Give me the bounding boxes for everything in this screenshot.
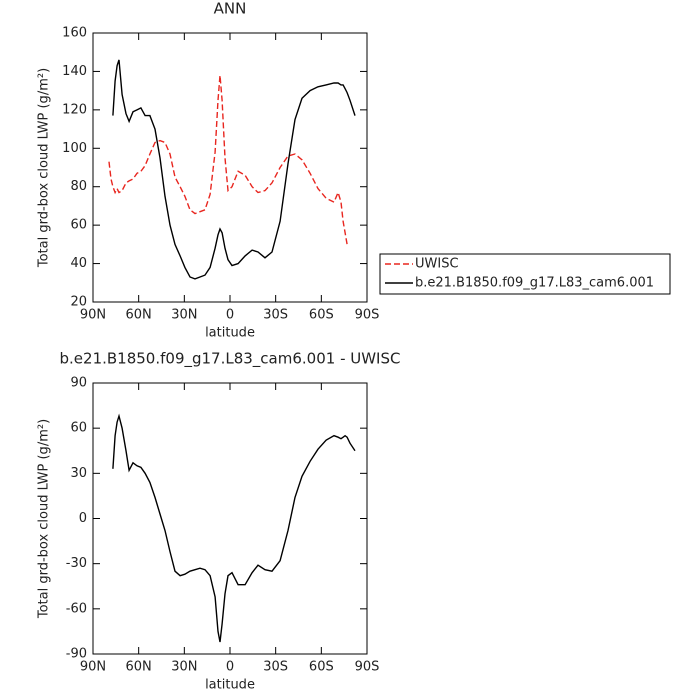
chart-title: ANN [214, 0, 247, 18]
legend-box [379, 253, 671, 295]
x-tick-label: 60S [309, 660, 334, 675]
y-tick-label: 30 [70, 466, 87, 481]
y-tick-label: 160 [62, 26, 87, 41]
data-line [108, 75, 348, 245]
x-tick-label: 90S [355, 660, 380, 675]
chart-title: b.e21.B1850.f09_g17.L83_cam6.001 - UWISC [60, 350, 401, 369]
y-tick-label: -90 [66, 647, 87, 662]
y-tick-label: -60 [66, 601, 87, 616]
x-axis-label: latitude [205, 678, 255, 693]
y-axis-label: Total grd-box cloud LWP (g/m²) [37, 68, 52, 268]
data-line [112, 413, 356, 643]
data-line [112, 59, 356, 280]
y-tick-label: 60 [70, 421, 87, 436]
x-tick-label: 90N [80, 660, 106, 675]
y-axis-label: Total grd-box cloud LWP (g/m²) [37, 419, 52, 619]
x-tick-label: 30N [171, 660, 197, 675]
y-tick-label: 0 [79, 511, 87, 526]
x-tick-label: 30S [263, 660, 288, 675]
x-tick-label: 0 [226, 308, 234, 323]
legend-label: UWISC [415, 257, 459, 272]
x-tick-label: 30N [171, 308, 197, 323]
x-tick-label: 60N [126, 308, 152, 323]
x-tick-label: 90S [355, 308, 380, 323]
x-axis-label: latitude [205, 326, 255, 341]
y-tick-label: 100 [62, 141, 87, 156]
y-tick-label: -30 [66, 556, 87, 571]
y-tick-label: 60 [70, 218, 87, 233]
x-tick-label: 0 [226, 660, 234, 675]
y-tick-label: 20 [70, 295, 87, 310]
plot-frame [92, 382, 368, 655]
y-tick-label: 140 [62, 64, 87, 79]
x-tick-label: 60N [126, 660, 152, 675]
y-tick-label: 40 [70, 256, 87, 271]
x-tick-label: 90N [80, 308, 106, 323]
y-tick-label: 80 [70, 179, 87, 194]
y-tick-label: 120 [62, 102, 87, 117]
x-tick-label: 30S [263, 308, 288, 323]
legend-label: b.e21.B1850.f09_g17.L83_cam6.001 [415, 276, 654, 291]
x-tick-label: 60S [309, 308, 334, 323]
y-tick-label: 90 [70, 376, 87, 391]
